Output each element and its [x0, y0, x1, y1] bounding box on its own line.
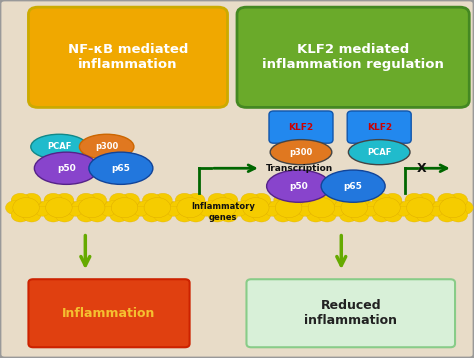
Circle shape [109, 193, 128, 207]
FancyBboxPatch shape [269, 111, 333, 143]
Circle shape [111, 198, 138, 218]
Circle shape [438, 208, 456, 222]
FancyBboxPatch shape [28, 7, 228, 107]
Circle shape [273, 193, 292, 207]
Circle shape [298, 206, 311, 216]
Circle shape [383, 193, 402, 207]
Circle shape [177, 198, 203, 218]
Circle shape [341, 198, 367, 218]
Circle shape [159, 200, 178, 215]
Circle shape [449, 193, 467, 207]
Ellipse shape [321, 170, 385, 202]
Circle shape [28, 200, 46, 215]
Circle shape [61, 200, 80, 215]
Circle shape [142, 193, 161, 207]
Circle shape [407, 198, 433, 218]
Circle shape [291, 200, 309, 215]
FancyBboxPatch shape [237, 7, 469, 107]
Circle shape [323, 200, 342, 215]
Circle shape [36, 206, 49, 216]
Circle shape [170, 200, 188, 215]
Circle shape [104, 200, 122, 215]
Circle shape [192, 200, 211, 215]
Circle shape [142, 208, 161, 222]
Text: KLF2 mediated
inflammation regulation: KLF2 mediated inflammation regulation [262, 43, 444, 71]
Circle shape [339, 208, 358, 222]
Circle shape [252, 208, 271, 222]
Text: Reduced
inflammation: Reduced inflammation [304, 299, 397, 327]
Circle shape [416, 208, 435, 222]
Circle shape [416, 193, 435, 207]
Ellipse shape [348, 140, 410, 165]
Circle shape [364, 206, 377, 216]
Text: p50: p50 [57, 164, 76, 173]
Circle shape [307, 193, 325, 207]
Circle shape [154, 208, 172, 222]
Circle shape [285, 193, 303, 207]
Circle shape [405, 193, 423, 207]
Circle shape [331, 206, 345, 216]
Circle shape [233, 206, 246, 216]
Text: KLF2: KLF2 [288, 122, 314, 132]
Circle shape [22, 208, 41, 222]
Circle shape [13, 198, 39, 218]
Circle shape [219, 208, 238, 222]
Circle shape [121, 208, 139, 222]
Text: Transcription: Transcription [265, 164, 333, 173]
Circle shape [235, 200, 254, 215]
Circle shape [167, 206, 181, 216]
Circle shape [88, 193, 107, 207]
Circle shape [372, 193, 391, 207]
Circle shape [258, 200, 276, 215]
Circle shape [366, 200, 385, 215]
Circle shape [77, 193, 95, 207]
Circle shape [175, 193, 194, 207]
Ellipse shape [79, 134, 134, 159]
Circle shape [334, 200, 352, 215]
Circle shape [44, 193, 63, 207]
Circle shape [11, 208, 30, 222]
Circle shape [275, 198, 302, 218]
Circle shape [94, 200, 112, 215]
Text: Inflammatory
genes: Inflammatory genes [191, 202, 255, 222]
Text: Inflammation: Inflammation [63, 307, 155, 320]
Circle shape [127, 200, 145, 215]
Text: p300: p300 [95, 142, 118, 151]
Circle shape [208, 193, 227, 207]
Circle shape [374, 198, 401, 218]
Circle shape [273, 208, 292, 222]
Ellipse shape [270, 140, 332, 165]
Circle shape [175, 208, 194, 222]
Circle shape [301, 200, 319, 215]
Circle shape [6, 200, 24, 215]
Circle shape [78, 198, 105, 218]
Circle shape [455, 200, 473, 215]
Circle shape [389, 200, 408, 215]
Circle shape [241, 193, 259, 207]
Circle shape [219, 193, 238, 207]
Circle shape [318, 193, 337, 207]
Circle shape [101, 206, 115, 216]
Circle shape [55, 193, 74, 207]
Circle shape [265, 206, 279, 216]
Text: X: X [417, 162, 427, 175]
Circle shape [186, 208, 205, 222]
Text: p65: p65 [111, 164, 130, 173]
Circle shape [372, 208, 391, 222]
Ellipse shape [89, 152, 153, 184]
Circle shape [429, 206, 443, 216]
FancyBboxPatch shape [246, 279, 455, 347]
Circle shape [55, 208, 74, 222]
Circle shape [134, 206, 147, 216]
Circle shape [210, 198, 236, 218]
FancyBboxPatch shape [28, 279, 190, 347]
Circle shape [422, 200, 440, 215]
Circle shape [308, 198, 335, 218]
Circle shape [200, 206, 213, 216]
Circle shape [285, 208, 303, 222]
Circle shape [383, 208, 402, 222]
Circle shape [241, 208, 259, 222]
Circle shape [154, 193, 172, 207]
Text: p300: p300 [289, 147, 313, 157]
